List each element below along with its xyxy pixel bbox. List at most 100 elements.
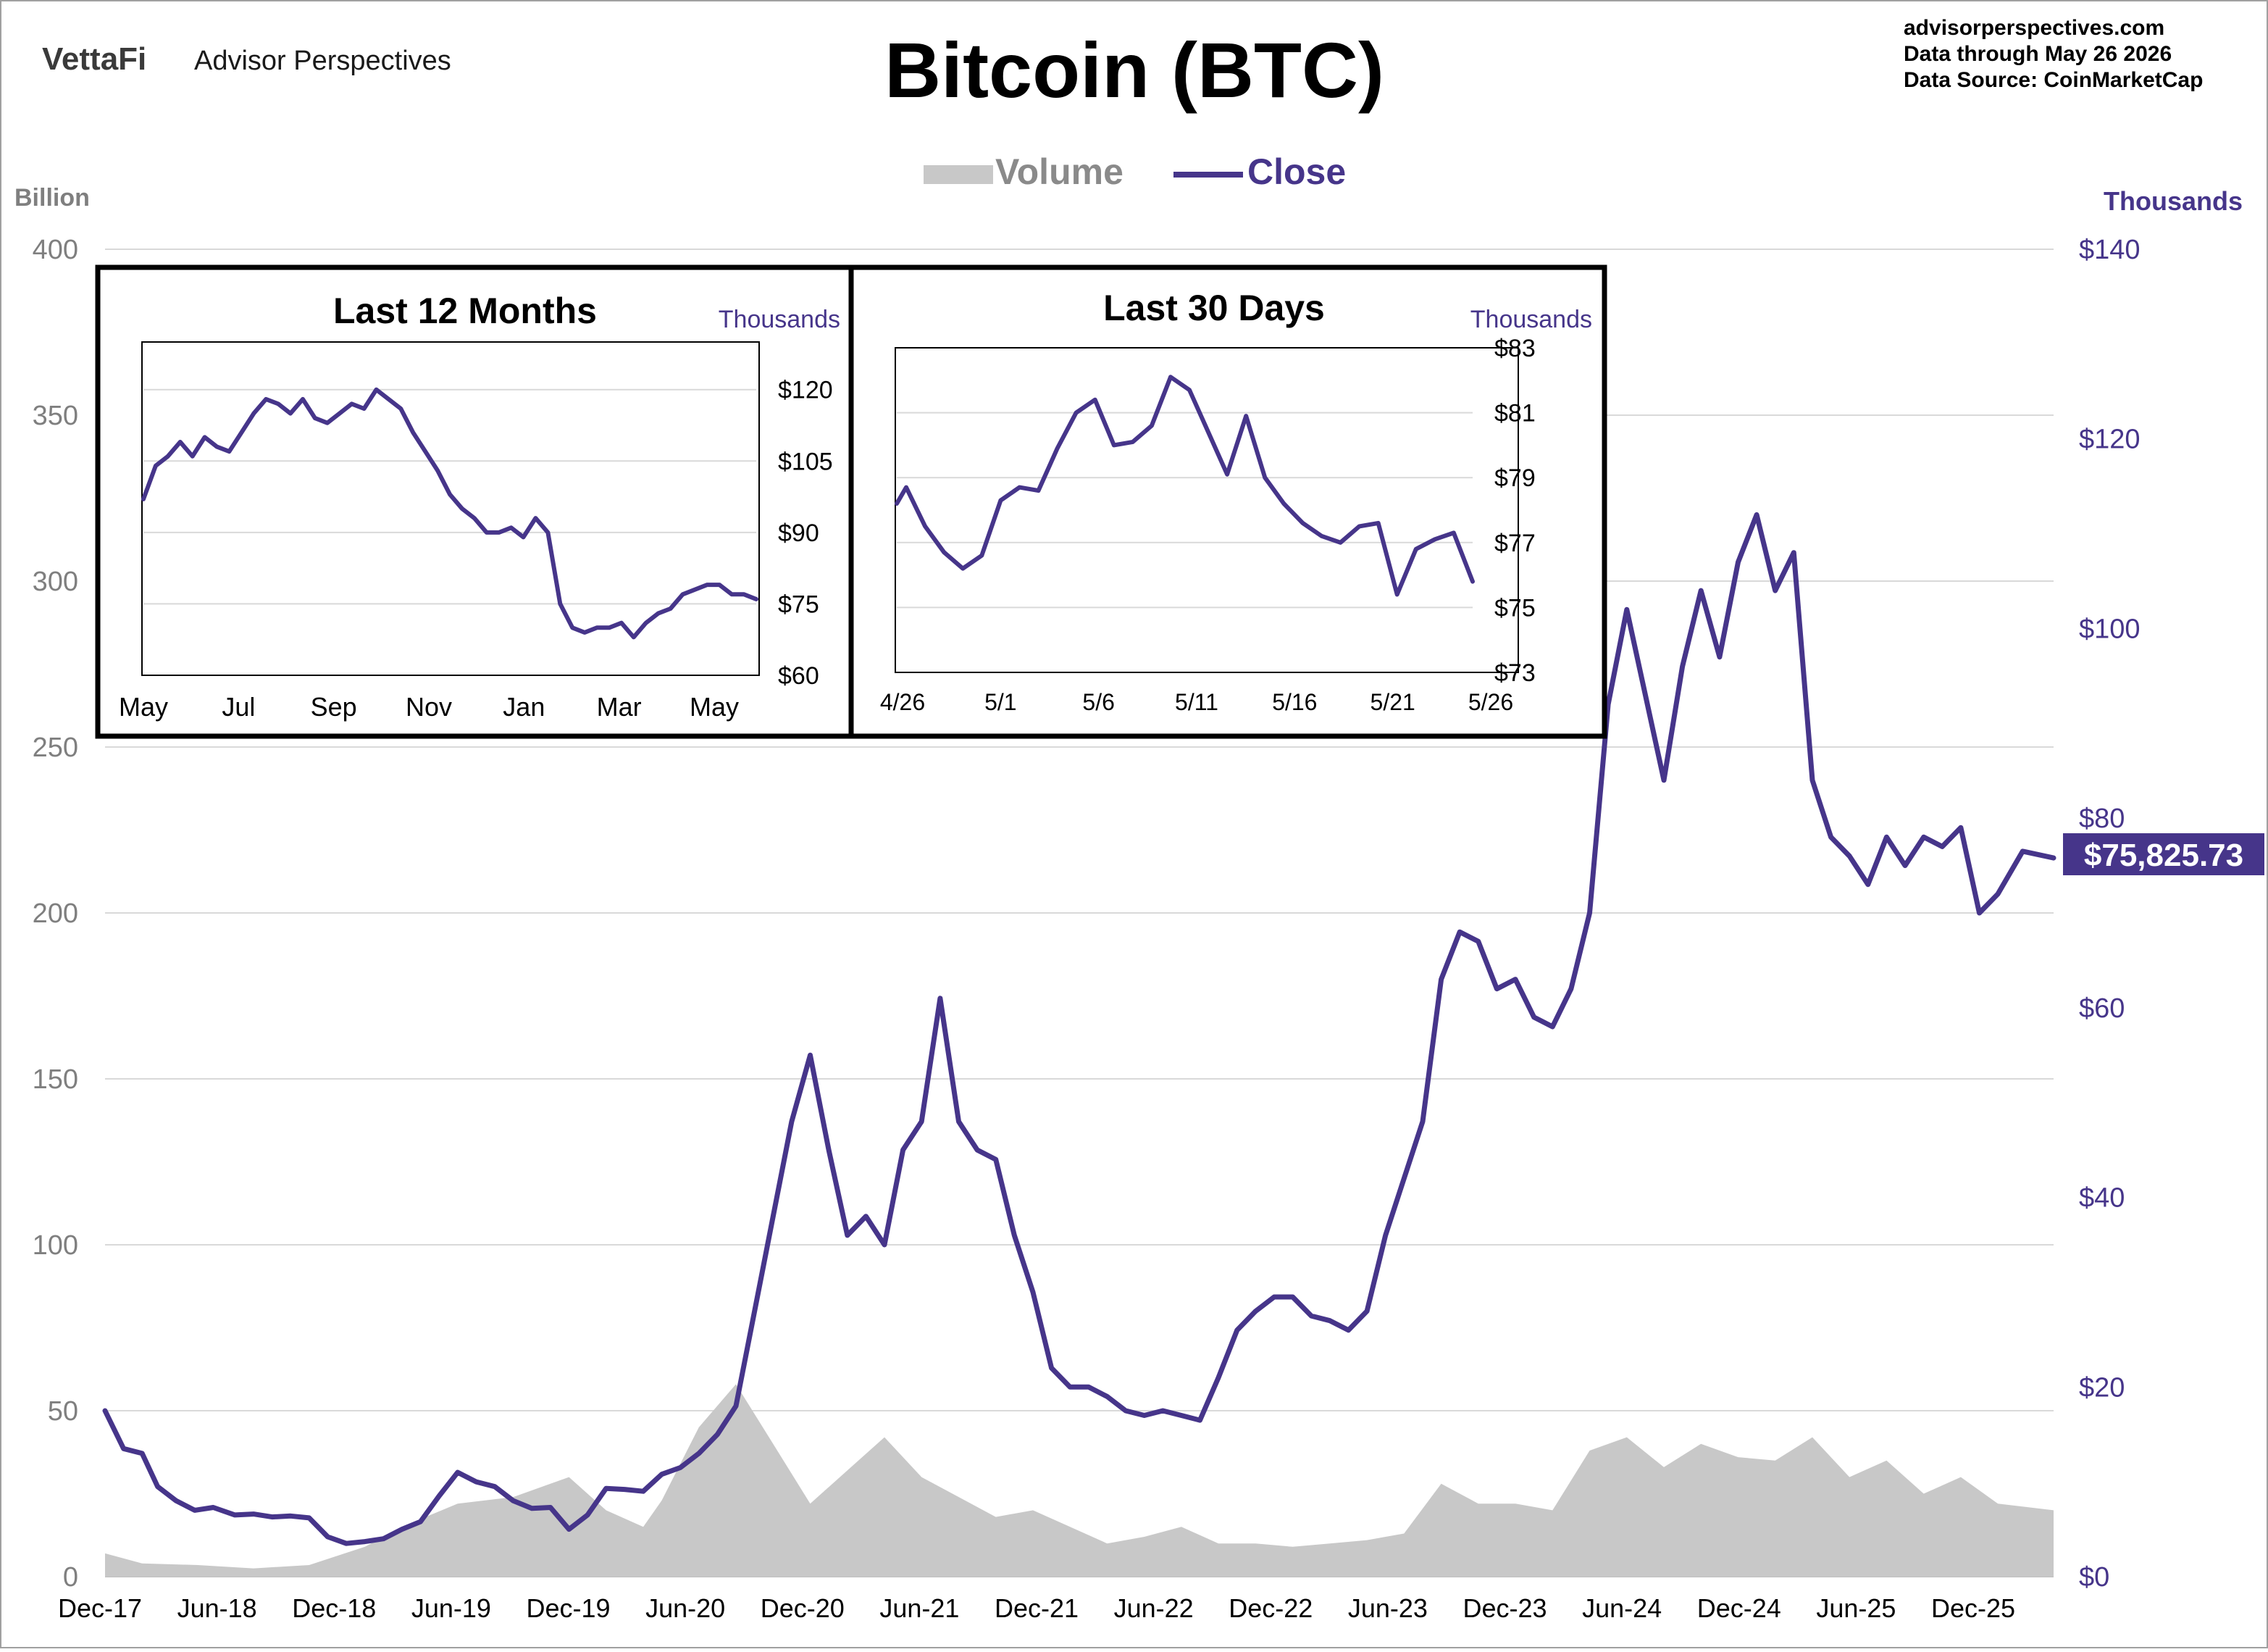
- right-axis-tick-label: $80: [2079, 804, 2125, 834]
- right-axis-tick-label: $20: [2079, 1372, 2125, 1403]
- right-axis-tick-label: $60: [2079, 993, 2125, 1024]
- volume-area-layer: [105, 1384, 2054, 1577]
- left-axis-tick-label: 400: [33, 235, 78, 265]
- left-axis-tick-label: 0: [63, 1562, 78, 1593]
- inset-30-days-line-layer: [895, 375, 1475, 597]
- inset-y-tick-label: $90: [778, 520, 819, 547]
- inset-y-tick-label: $73: [1494, 659, 1536, 687]
- inset-12-months-gridlines: [143, 388, 756, 605]
- brand-name: Advisor Perspectives: [194, 46, 451, 76]
- inset-x-tick-label: May: [690, 692, 739, 722]
- close-line-layer: [102, 512, 2056, 1546]
- x-axis-tick-label: Dec-24: [1697, 1593, 1781, 1623]
- x-axis-tick-label: Dec-22: [1229, 1593, 1313, 1623]
- legend: Volume Close: [924, 151, 1346, 192]
- left-axis-tick-label: 300: [33, 567, 78, 597]
- source-line-site: advisorperspectives.com: [1904, 16, 2164, 40]
- inset-12-months-frame: [95, 264, 854, 739]
- inset-12-months-title: Last 12 Months: [333, 291, 597, 331]
- left-axis-unit: Billion: [14, 184, 90, 212]
- x-axis-ticks: Dec-17 Jun-18 Dec-18 Jun-19 Dec-19 Jun-20 Dec-…: [58, 1593, 2015, 1623]
- inset-x-tick-label: Jan: [503, 692, 545, 722]
- inset-y-tick-label: $81: [1494, 400, 1536, 427]
- x-axis-tick-label: Jun-20: [645, 1593, 725, 1623]
- inset-12-months-line-layer: [141, 387, 758, 640]
- inset-12-months-plot-frame: [141, 341, 760, 676]
- last-value-badge: $75,825.73: [2063, 833, 2264, 875]
- inset-x-tick-label: Mar: [597, 692, 642, 722]
- legend-volume-label: Volume: [995, 151, 1123, 192]
- inset-x-tick-label: 5/11: [1175, 689, 1218, 715]
- inset-30-days-plot-frame: [895, 347, 1519, 673]
- inset-30-days-gridlines: [897, 412, 1473, 609]
- inset-y-tick-label: $105: [778, 448, 833, 475]
- x-axis-tick-label: Jun-21: [879, 1593, 959, 1623]
- right-axis-ticks: $0 $20 $40 $60 $80 $100 $120 $140: [2079, 235, 2141, 1593]
- left-axis-tick-label: 150: [33, 1064, 78, 1095]
- x-axis-tick-label: Jun-18: [177, 1593, 257, 1623]
- x-axis-tick-label: Jun-23: [1348, 1593, 1428, 1623]
- last-value-badge-bg: [2063, 833, 2264, 875]
- inset-y-tick-label: $77: [1494, 530, 1536, 557]
- x-axis-tick-label: Dec-17: [58, 1593, 142, 1623]
- right-axis-tick-label: $140: [2079, 235, 2141, 265]
- right-axis-unit: Thousands: [2104, 186, 2243, 216]
- x-axis-tick-label: Dec-18: [292, 1593, 376, 1623]
- inset-30-days-unit: Thousands: [1470, 306, 1592, 333]
- legend-close-label: Close: [1247, 151, 1346, 192]
- inset-y-tick-label: $60: [778, 662, 819, 690]
- x-axis-tick-label: Dec-21: [995, 1593, 1079, 1623]
- source-line-date: Data through May 26 2026: [1904, 42, 2172, 66]
- right-axis-tick-label: $100: [2079, 614, 2141, 644]
- inset-x-tick-label: 5/26: [1468, 689, 1513, 715]
- inset-y-tick-label: $75: [778, 591, 819, 618]
- right-axis-tick-label: $0: [2079, 1562, 2109, 1593]
- inset-12-months: Last 12 Months Thousands $60 $75 $90 $105 $1…: [95, 264, 854, 739]
- inset-30-days-y-ticks: $73 $75 $77 $79 $81 $83: [1494, 335, 1536, 687]
- inset-x-tick-label: 5/1: [984, 689, 1016, 715]
- inset-line: [141, 387, 758, 640]
- left-axis-ticks: 0 50 100 150 200 250 300 350 400: [33, 235, 78, 1593]
- page-title: Bitcoin (BTC): [884, 26, 1384, 114]
- left-axis-tick-label: 350: [33, 401, 78, 431]
- inset-y-tick-label: $79: [1494, 464, 1536, 492]
- inset-30-days-title: Last 30 Days: [1103, 288, 1325, 328]
- inset-x-tick-label: 5/16: [1272, 689, 1317, 715]
- source-line-source: Data Source: CoinMarketCap: [1904, 68, 2203, 92]
- inset-line: [895, 375, 1475, 597]
- legend-volume-swatch: [924, 165, 993, 184]
- x-axis-tick-label: Dec-20: [761, 1593, 845, 1623]
- left-axis-tick-label: 200: [33, 898, 78, 929]
- x-axis-tick-label: Jun-25: [1816, 1593, 1896, 1623]
- inset-30-days: Last 30 Days Thousands $73 $75 $77 $79 $81 $8…: [848, 264, 1607, 739]
- inset-12-months-x-ticks: May Jul Sep Nov Jan Mar May: [119, 692, 739, 722]
- inset-x-tick-label: Nov: [406, 692, 452, 722]
- inset-x-tick-label: 4/26: [880, 689, 925, 715]
- x-axis-tick-label: Jun-19: [411, 1593, 491, 1623]
- inset-y-tick-label: $75: [1494, 594, 1536, 622]
- inset-30-days-x-ticks: 4/26 5/1 5/6 5/11 5/16 5/21 5/26: [880, 689, 1513, 715]
- inset-x-tick-label: Jul: [222, 692, 255, 722]
- left-axis-tick-label: 100: [33, 1230, 78, 1261]
- brand-logo: VettaFi: [42, 41, 146, 77]
- left-axis-tick-label: 250: [33, 733, 78, 763]
- x-axis-tick-label: Jun-22: [1114, 1593, 1194, 1623]
- inset-y-tick-label: $83: [1494, 335, 1536, 362]
- left-axis-tick-label: 50: [48, 1396, 78, 1427]
- volume-area: [105, 1384, 2054, 1577]
- x-axis-tick-label: Jun-24: [1582, 1593, 1662, 1623]
- x-axis-tick-label: Dec-19: [526, 1593, 610, 1623]
- right-axis-tick-label: $40: [2079, 1183, 2125, 1214]
- inset-y-tick-label: $120: [778, 377, 833, 404]
- inset-30-days-frame: [848, 264, 1607, 739]
- inset-x-tick-label: May: [119, 692, 168, 722]
- inset-12-months-unit: Thousands: [719, 306, 840, 333]
- right-axis-tick-label: $120: [2079, 425, 2141, 455]
- inset-x-tick-label: 5/21: [1371, 689, 1415, 715]
- x-axis-tick-label: Dec-23: [1463, 1593, 1547, 1623]
- inset-x-tick-label: Sep: [311, 692, 357, 722]
- close-line: [102, 512, 2056, 1546]
